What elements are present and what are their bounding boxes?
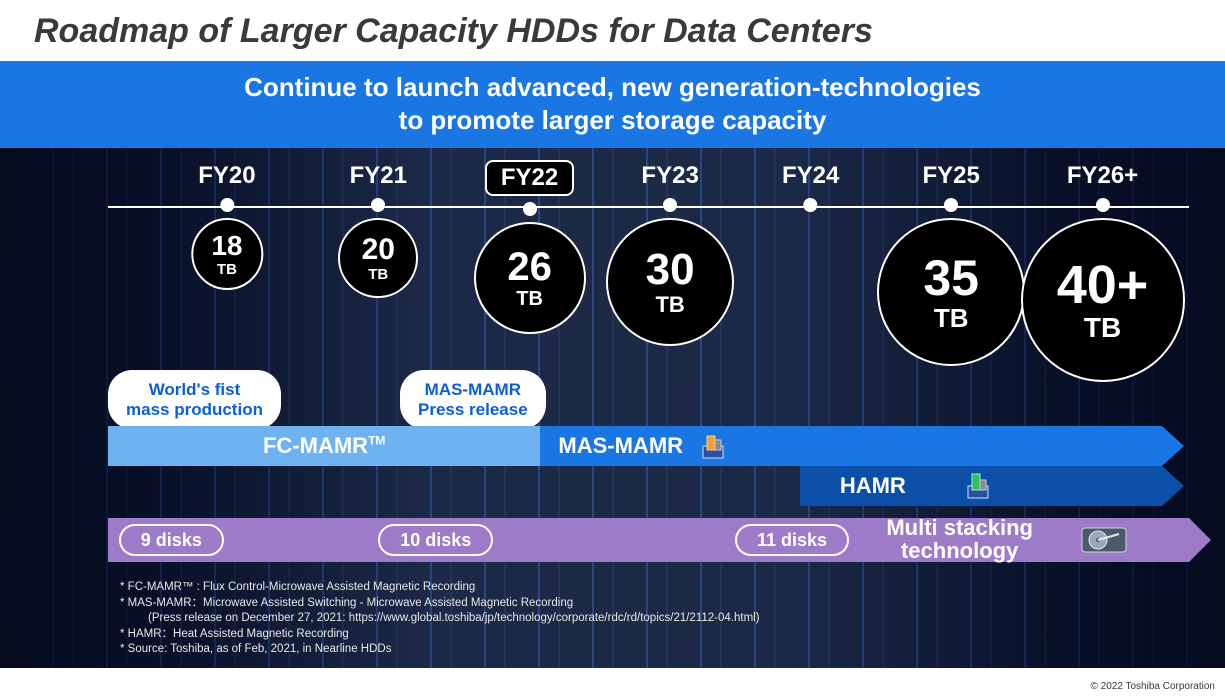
capacity-value: 30 bbox=[646, 248, 695, 292]
tech-row-recording: FC-MAMRTM MAS-MAMR bbox=[108, 426, 1189, 466]
subtitle-band: Continue to launch advanced, new generat… bbox=[0, 61, 1225, 148]
year-col-fy22: FY22 26TB bbox=[474, 160, 586, 334]
capacity-circle: 18 TB bbox=[191, 218, 263, 290]
hamr-head-icon bbox=[966, 472, 994, 500]
roadmap-area: FY2018TBFY2120TBFY2226TBFY2330TBFY24FY25… bbox=[0, 148, 1225, 668]
disk-count-row: 9 disks 10 disks 11 disks Multi stacking t… bbox=[108, 518, 1189, 562]
hdd-icon bbox=[1081, 524, 1127, 556]
capacity-unit: TB bbox=[217, 262, 237, 277]
capacity-circle: 20 TB bbox=[338, 218, 418, 298]
capacity-unit: TB bbox=[368, 267, 388, 282]
capacity-value: 26 bbox=[507, 247, 552, 287]
year-label: FY24 bbox=[772, 160, 849, 192]
tech-row-hamr: HAMR bbox=[108, 466, 1189, 506]
capacity-unit: TB bbox=[934, 305, 969, 331]
disk-count-pill: 11 disks bbox=[735, 524, 849, 556]
capacity-unit: TB bbox=[1084, 314, 1121, 342]
capacity-value: 18 bbox=[211, 232, 242, 260]
year-col-fy26plus: FY26+ 40+TB bbox=[1021, 160, 1185, 382]
year-col-fy20: FY20 18 TB bbox=[188, 160, 265, 290]
capacity-value: 35 bbox=[923, 253, 979, 303]
capacity-circle: 35TB bbox=[877, 218, 1025, 366]
slide-title: Roadmap of Larger Capacity HDDs for Data… bbox=[0, 0, 1225, 61]
capacity-value: 40+ bbox=[1057, 258, 1149, 312]
footnote-line: * Source: Toshiba, as of Feb, 2021, in N… bbox=[120, 642, 760, 658]
year-label: FY21 bbox=[340, 160, 417, 192]
footnote-line: * MAS-MAMR：Microwave Assisted Switching … bbox=[120, 596, 760, 612]
year-col-fy24: FY24 bbox=[772, 160, 849, 218]
band-mas-mamr: MAS-MAMR bbox=[540, 426, 1162, 466]
footnote-line: (Press release on December 27, 2021: htt… bbox=[120, 611, 760, 627]
year-label: FY20 bbox=[188, 160, 265, 192]
capacity-unit: TB bbox=[516, 289, 543, 309]
capacity-circle: 30TB bbox=[606, 218, 734, 346]
year-label: FY22 bbox=[485, 160, 574, 196]
disk-count-pill: 10 disks bbox=[378, 524, 493, 556]
timeline-tick bbox=[1096, 198, 1110, 212]
multi-stacking-label: Multi stacking technology bbox=[886, 516, 1033, 562]
year-label: FY23 bbox=[631, 160, 708, 192]
copyright: © 2022 Toshiba Corporation bbox=[1091, 681, 1216, 692]
subtitle-line-2: to promote larger storage capacity bbox=[0, 104, 1225, 137]
footnote-line: * FC-MAMR™ : Flux Control-Microwave Assi… bbox=[120, 580, 760, 596]
mamr-head-icon bbox=[701, 432, 729, 460]
timeline-tick bbox=[663, 198, 677, 212]
capacity-value: 20 bbox=[362, 235, 395, 265]
subtitle-line-1: Continue to launch advanced, new generat… bbox=[0, 71, 1225, 104]
callout-pill: World's fistmass production bbox=[108, 370, 281, 429]
year-label: FY25 bbox=[912, 160, 989, 192]
footnotes: * FC-MAMR™ : Flux Control-Microwave Assi… bbox=[120, 580, 760, 658]
year-col-fy23: FY23 30TB bbox=[606, 160, 734, 346]
timeline-tick bbox=[804, 198, 818, 212]
callout-pill: MAS-MAMRPress release bbox=[400, 370, 546, 429]
footnote-line: * HAMR：Heat Assisted Magnetic Recording bbox=[120, 627, 760, 643]
capacity-unit: TB bbox=[655, 294, 684, 316]
year-label: FY26+ bbox=[1057, 160, 1148, 192]
capacity-circle: 40+TB bbox=[1021, 218, 1185, 382]
capacity-circle: 26TB bbox=[474, 222, 586, 334]
timeline-tick bbox=[523, 202, 537, 216]
timeline-tick bbox=[220, 198, 234, 212]
timeline-tick bbox=[944, 198, 958, 212]
disk-count-pill: 9 disks bbox=[119, 524, 224, 556]
year-col-fy25: FY25 35TB bbox=[877, 160, 1025, 366]
band-fc-mamr: FC-MAMRTM bbox=[108, 426, 540, 466]
band-hamr: HAMR bbox=[800, 466, 1162, 506]
timeline-tick bbox=[371, 198, 385, 212]
year-col-fy21: FY21 20 TB bbox=[338, 160, 418, 298]
